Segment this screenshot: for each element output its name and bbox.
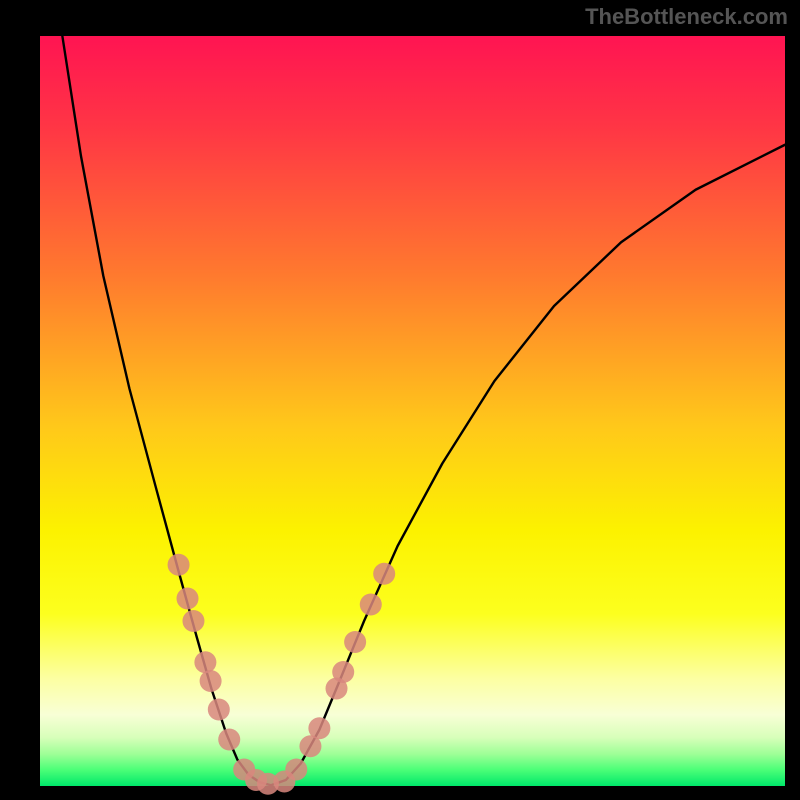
data-marker [344, 631, 366, 653]
data-marker [285, 759, 307, 781]
data-marker [218, 729, 240, 751]
bottleneck-curve [62, 36, 785, 785]
data-marker [194, 651, 216, 673]
data-marker [182, 610, 204, 632]
data-marker [360, 594, 382, 616]
data-marker [308, 717, 330, 739]
data-marker [332, 661, 354, 683]
data-marker [200, 670, 222, 692]
data-marker [208, 699, 230, 721]
curve-layer [0, 0, 800, 800]
data-marker [373, 563, 395, 585]
watermark-text: TheBottleneck.com [585, 4, 788, 30]
chart-canvas: TheBottleneck.com [0, 0, 800, 800]
data-marker [177, 588, 199, 610]
data-marker [168, 554, 190, 576]
